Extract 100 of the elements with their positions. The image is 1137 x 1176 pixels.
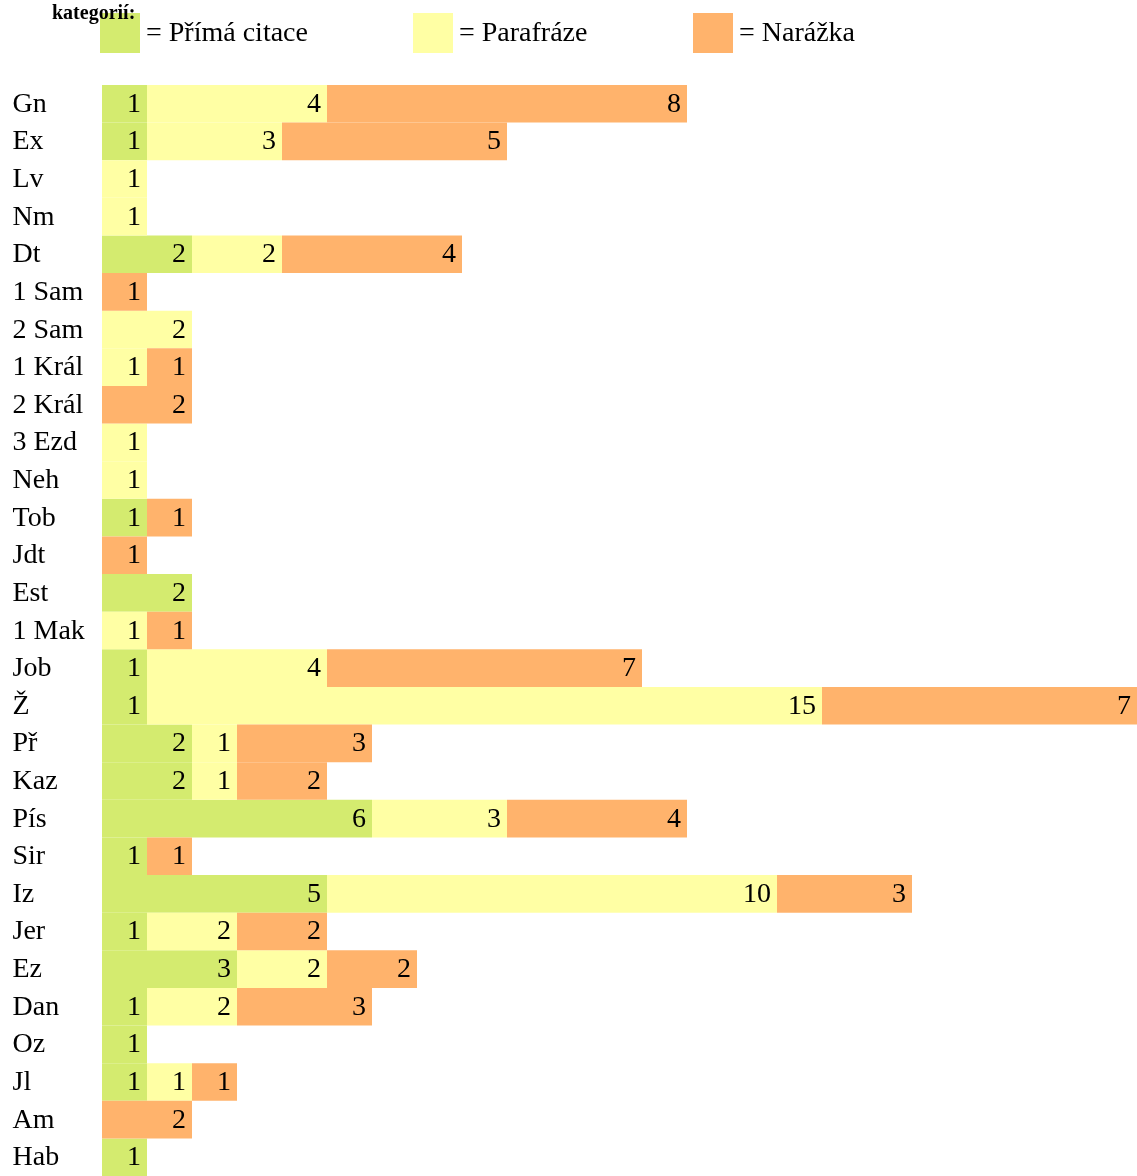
bar bbox=[192, 1063, 237, 1101]
bar bbox=[237, 950, 327, 988]
y-tick-label: Est bbox=[12, 575, 49, 607]
data-label: 1 bbox=[127, 199, 141, 231]
data-label: 4 bbox=[667, 801, 681, 833]
data-label: 1 bbox=[217, 726, 231, 758]
data-label: 1 bbox=[127, 538, 141, 570]
y-tick-label: Am bbox=[12, 1102, 55, 1134]
y-tick-label: Jdt bbox=[12, 538, 46, 570]
data-label: 2 bbox=[172, 312, 186, 344]
data-label: 1 bbox=[127, 274, 141, 306]
bar bbox=[102, 536, 147, 575]
y-tick-label: 3 Ezd bbox=[12, 425, 78, 457]
data-label: 1 bbox=[217, 1064, 231, 1096]
data-label: 3 bbox=[352, 726, 366, 758]
bar bbox=[102, 574, 192, 612]
data-label: 3 bbox=[262, 124, 276, 156]
data-label: 1 bbox=[127, 463, 141, 495]
y-tick-label: Ez bbox=[12, 952, 43, 984]
bar bbox=[822, 686, 1137, 725]
data-label: 2 bbox=[397, 952, 411, 984]
data-label: 4 bbox=[307, 651, 321, 683]
data-label: 2 bbox=[172, 387, 186, 419]
y-tick-label: 1 Sam bbox=[12, 274, 84, 306]
y-tick-label: Neh bbox=[12, 463, 60, 495]
y-tick-label: Jl bbox=[12, 1064, 32, 1096]
data-label: 2 bbox=[307, 952, 321, 984]
data-label: 15 bbox=[788, 688, 816, 720]
data-label: 1 bbox=[172, 613, 186, 645]
bar bbox=[147, 498, 192, 537]
bar bbox=[372, 799, 507, 838]
bar bbox=[102, 235, 192, 274]
y-tick-label: Dan bbox=[12, 989, 60, 1021]
y-tick-label: Kaz bbox=[12, 763, 58, 795]
data-label: 1 bbox=[127, 350, 141, 382]
y-tick-label: Tob bbox=[12, 500, 56, 532]
bar bbox=[147, 987, 237, 1026]
data-label: 1 bbox=[127, 86, 141, 118]
bar bbox=[507, 799, 687, 838]
y-tick-label: Ž bbox=[12, 688, 30, 720]
data-label: 2 bbox=[217, 914, 231, 946]
y-tick-label: Př bbox=[12, 726, 39, 758]
data-label: 5 bbox=[307, 876, 321, 908]
bar bbox=[147, 912, 237, 951]
data-label: 1 bbox=[172, 839, 186, 871]
data-label: 1 bbox=[127, 1140, 141, 1172]
data-label: 2 bbox=[172, 237, 186, 269]
y-tick-label: Hab bbox=[12, 1140, 60, 1172]
data-label: 1 bbox=[172, 1064, 186, 1096]
bar bbox=[102, 273, 147, 311]
data-label: 1 bbox=[127, 989, 141, 1021]
legend-label: = Přímá citace bbox=[146, 16, 308, 47]
bar bbox=[327, 875, 777, 913]
data-label: 1 bbox=[127, 1027, 141, 1059]
y-tick-label: Job bbox=[12, 651, 52, 683]
bar bbox=[192, 235, 282, 274]
bar bbox=[777, 875, 912, 913]
y-tick-label: Pís bbox=[12, 801, 47, 833]
data-label: 1 bbox=[127, 162, 141, 194]
bar bbox=[102, 611, 147, 650]
data-label: 4 bbox=[442, 237, 456, 269]
data-label: 1 bbox=[127, 651, 141, 683]
data-label: 1 bbox=[127, 839, 141, 871]
y-tick-label: Jer bbox=[12, 914, 46, 946]
data-label: 1 bbox=[172, 500, 186, 532]
data-label: 3 bbox=[487, 801, 501, 833]
data-label: 2 bbox=[172, 1102, 186, 1134]
data-label: 1 bbox=[127, 425, 141, 457]
legend-label: = Narážka bbox=[739, 16, 856, 47]
y-tick-label: 2 Sam bbox=[12, 312, 84, 344]
y-tick-label: Ex bbox=[12, 124, 44, 156]
data-label: 2 bbox=[262, 237, 276, 269]
data-label: 2 bbox=[307, 914, 321, 946]
data-label: 3 bbox=[352, 989, 366, 1021]
data-label: 8 bbox=[667, 86, 681, 118]
data-label: 2 bbox=[172, 763, 186, 795]
y-tick-label: Nm bbox=[12, 199, 55, 231]
bar bbox=[147, 837, 192, 876]
bar bbox=[147, 611, 192, 650]
bar bbox=[102, 498, 147, 537]
data-label: 1 bbox=[172, 350, 186, 382]
data-label: 7 bbox=[622, 651, 636, 683]
bar bbox=[237, 912, 327, 951]
data-label: 6 bbox=[352, 801, 366, 833]
data-label: 3 bbox=[892, 876, 906, 908]
y-tick-label: Gn bbox=[12, 86, 47, 118]
data-label: 1 bbox=[127, 613, 141, 645]
data-label: 1 bbox=[127, 124, 141, 156]
data-label: 1 bbox=[217, 763, 231, 795]
y-tick-label: Iz bbox=[12, 876, 35, 908]
data-label: 7 bbox=[1117, 688, 1131, 720]
bar bbox=[102, 1138, 147, 1176]
data-label: 3 bbox=[217, 952, 231, 984]
data-label: 10 bbox=[743, 876, 771, 908]
data-label: 5 bbox=[487, 124, 501, 156]
bar bbox=[102, 1100, 192, 1139]
data-label: 2 bbox=[307, 763, 321, 795]
data-label: 2 bbox=[217, 989, 231, 1021]
data-label: 1 bbox=[127, 1064, 141, 1096]
data-label: 4 bbox=[307, 86, 321, 118]
